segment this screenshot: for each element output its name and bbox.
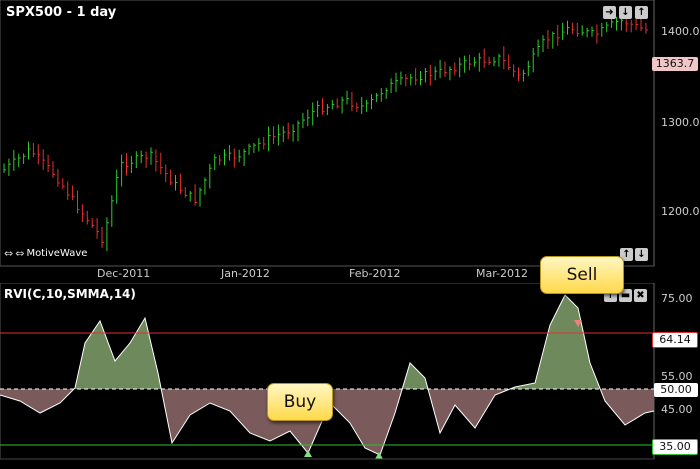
buy-callout: Buy — [267, 383, 333, 421]
brand-logo: ⇔ ⇔ MotiveWave — [4, 247, 87, 260]
x-tick-jan: Jan-2012 — [221, 267, 270, 280]
x-axis: Dec-2011 Jan-2012 Feb-2012 Mar-2012 — [0, 266, 654, 282]
y-tick-1200: 1200.0 — [661, 205, 700, 218]
close-icon[interactable]: ✖ — [634, 289, 647, 302]
arrow-down-icon[interactable]: ↓ — [619, 6, 632, 19]
x-tick-dec: Dec-2011 — [97, 267, 151, 280]
price-chart[interactable] — [0, 0, 700, 270]
x-tick-mar: Mar-2012 — [476, 267, 529, 280]
lower-level-tag: 35.00 — [652, 439, 698, 455]
chart-title: SPX500 - 1 day — [6, 5, 117, 20]
price-chart-panel[interactable]: SPX500 - 1 day ➜ ↓ ↑ 1400.0 1300.0 1200.… — [0, 0, 700, 270]
middle-level-tag: 50.00 — [654, 383, 698, 397]
rvi-y-tick-55: 55.00 — [661, 370, 693, 383]
x-tick-feb: Feb-2012 — [349, 267, 401, 280]
arrow-up-icon[interactable]: ↑ — [635, 6, 648, 19]
brand-name: MotiveWave — [26, 248, 88, 259]
rvi-title: RVI(C,10,SMMA,14) — [4, 287, 136, 301]
sell-callout: Sell — [540, 256, 624, 294]
scroll-both-icon[interactable]: ⇔ — [15, 247, 25, 260]
rvi-chart[interactable] — [0, 283, 700, 469]
zoom-out-icon[interactable]: ↓ — [635, 248, 648, 261]
current-price-tag: 1363.7 — [652, 57, 698, 71]
zoom-in-icon[interactable]: ↑ — [620, 248, 633, 261]
y-tick-1300: 1300.0 — [661, 116, 700, 129]
move-right-icon[interactable]: ➜ — [603, 6, 616, 19]
rvi-line — [0, 294, 655, 456]
buy-marker-icon — [304, 450, 312, 457]
buy-marker-icon — [375, 452, 383, 459]
rvi-y-tick-45: 45.00 — [661, 403, 693, 416]
upper-level-tag: 64.14 — [652, 332, 698, 348]
sell-marker-icon — [574, 320, 582, 327]
rvi-y-tick-75: 75.00 — [661, 292, 693, 305]
minimize-icon[interactable]: ▬ — [619, 289, 632, 302]
rvi-panel[interactable]: RVI(C,10,SMMA,14) ↑ ▬ ✖ 75.00 55.00 45.0… — [0, 256, 700, 469]
y-tick-1400: 1400.0 — [661, 25, 700, 38]
scroll-left-icon[interactable]: ⇔ — [4, 247, 14, 260]
